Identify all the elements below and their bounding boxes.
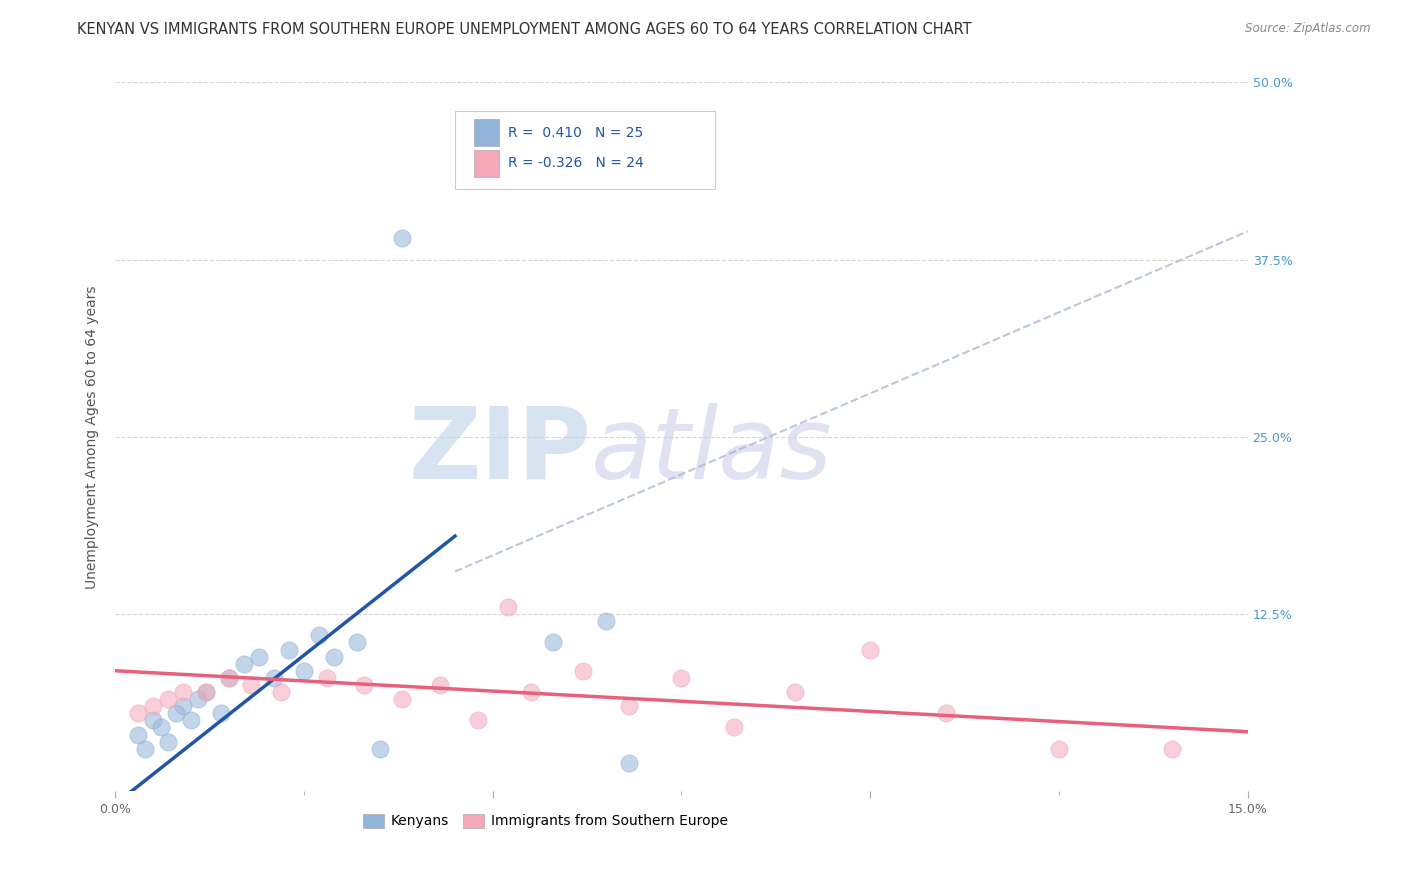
- Point: [323, 649, 346, 664]
- Point: [142, 699, 165, 714]
- Point: [218, 671, 240, 685]
- Point: [595, 614, 617, 628]
- Text: KENYAN VS IMMIGRANTS FROM SOUTHERN EUROPE UNEMPLOYMENT AMONG AGES 60 TO 64 YEARS: KENYAN VS IMMIGRANTS FROM SOUTHERN EUROP…: [77, 22, 972, 37]
- Legend: Kenyans, Immigrants from Southern Europe: Kenyans, Immigrants from Southern Europe: [357, 808, 734, 834]
- Text: atlas: atlas: [591, 402, 832, 500]
- Text: Source: ZipAtlas.com: Source: ZipAtlas.com: [1246, 22, 1371, 36]
- Point: [157, 734, 180, 748]
- Point: [429, 678, 451, 692]
- Point: [1047, 741, 1070, 756]
- Point: [391, 231, 413, 245]
- Point: [859, 642, 882, 657]
- Point: [134, 741, 156, 756]
- Point: [617, 699, 640, 714]
- Point: [277, 642, 299, 657]
- Point: [209, 706, 232, 721]
- Point: [263, 671, 285, 685]
- Point: [723, 721, 745, 735]
- Point: [519, 685, 541, 699]
- Point: [180, 714, 202, 728]
- Point: [1161, 741, 1184, 756]
- Point: [541, 635, 564, 649]
- Point: [165, 706, 187, 721]
- Point: [172, 685, 194, 699]
- Point: [783, 685, 806, 699]
- Point: [232, 657, 254, 671]
- Point: [467, 714, 489, 728]
- Point: [572, 664, 595, 678]
- Point: [391, 692, 413, 706]
- Point: [346, 635, 368, 649]
- Point: [368, 741, 391, 756]
- Y-axis label: Unemployment Among Ages 60 to 64 years: Unemployment Among Ages 60 to 64 years: [86, 285, 100, 589]
- Text: R = -0.326   N = 24: R = -0.326 N = 24: [508, 156, 644, 170]
- Point: [353, 678, 375, 692]
- FancyBboxPatch shape: [474, 120, 499, 146]
- Text: ZIP: ZIP: [408, 402, 591, 500]
- Point: [194, 685, 217, 699]
- Point: [935, 706, 957, 721]
- FancyBboxPatch shape: [474, 150, 499, 177]
- Point: [292, 664, 315, 678]
- Point: [496, 599, 519, 614]
- Point: [194, 685, 217, 699]
- FancyBboxPatch shape: [456, 111, 716, 189]
- Point: [270, 685, 292, 699]
- Point: [172, 699, 194, 714]
- Point: [187, 692, 209, 706]
- Point: [149, 721, 172, 735]
- Point: [157, 692, 180, 706]
- Point: [240, 678, 263, 692]
- Point: [315, 671, 337, 685]
- Point: [617, 756, 640, 770]
- Point: [127, 706, 149, 721]
- Point: [308, 628, 330, 642]
- Point: [247, 649, 270, 664]
- Point: [142, 714, 165, 728]
- Text: R =  0.410   N = 25: R = 0.410 N = 25: [508, 126, 644, 140]
- Point: [671, 671, 693, 685]
- Point: [218, 671, 240, 685]
- Point: [127, 727, 149, 741]
